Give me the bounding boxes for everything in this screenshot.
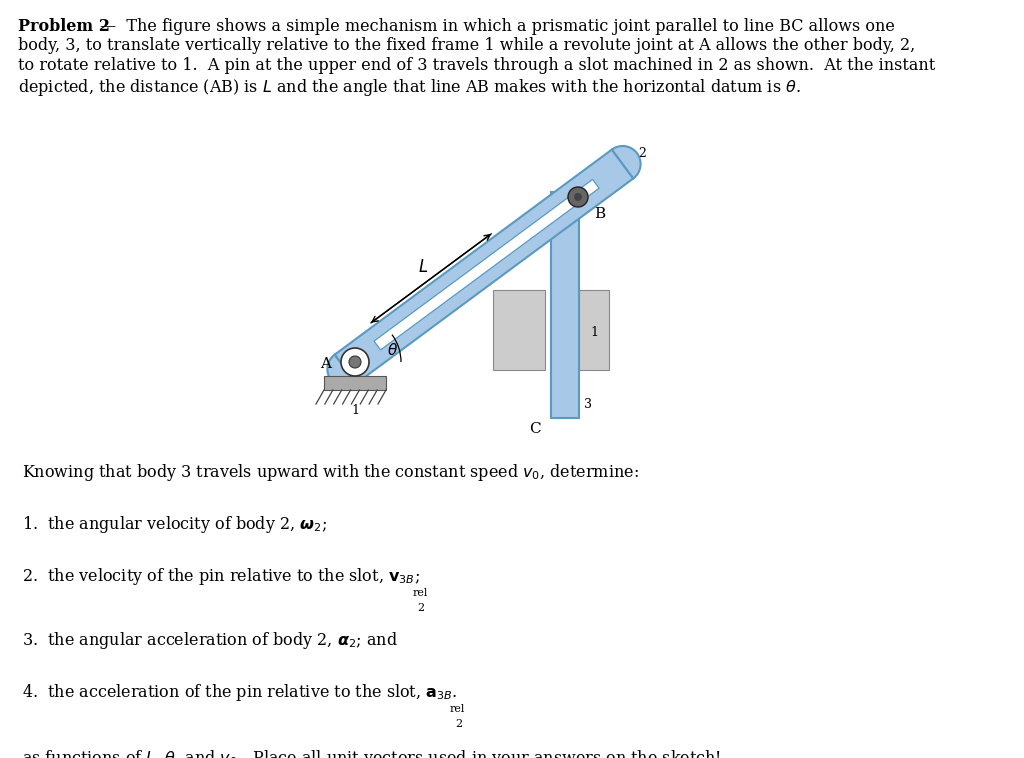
Polygon shape	[335, 149, 633, 384]
Text: Knowing that body 3 travels upward with the constant speed $v_0$, determine:: Knowing that body 3 travels upward with …	[22, 462, 639, 483]
Circle shape	[568, 187, 588, 207]
Text: rel: rel	[450, 704, 465, 714]
Text: 2: 2	[417, 603, 424, 613]
Circle shape	[341, 348, 369, 376]
Text: $\theta$: $\theta$	[387, 342, 398, 358]
Bar	[579, 290, 609, 370]
Circle shape	[574, 193, 582, 201]
Text: C: C	[529, 422, 541, 436]
Text: Problem 2: Problem 2	[18, 18, 110, 35]
Text: body, 3, to translate vertically relative to the fixed frame 1 while a revolute : body, 3, to translate vertically relativ…	[18, 37, 915, 55]
Polygon shape	[374, 180, 599, 350]
Text: to rotate relative to 1.  A pin at the upper end of 3 travels through a slot mac: to rotate relative to 1. A pin at the up…	[18, 57, 935, 74]
Text: 2: 2	[455, 719, 462, 729]
Text: 1.  the angular velocity of body 2, $\boldsymbol{\omega}_2$;: 1. the angular velocity of body 2, $\bol…	[22, 514, 327, 535]
Text: $L$: $L$	[418, 258, 428, 276]
Text: rel: rel	[413, 588, 428, 598]
Text: 2.  the velocity of the pin relative to the slot, $\mathbf{v}_{3B}$;: 2. the velocity of the pin relative to t…	[22, 566, 420, 587]
Text: 4.  the acceleration of the pin relative to the slot, $\mathbf{a}_{3B}$.: 4. the acceleration of the pin relative …	[22, 682, 458, 703]
Text: B: B	[594, 207, 605, 221]
Text: —  The figure shows a simple mechanism in which a prismatic joint parallel to li: — The figure shows a simple mechanism in…	[100, 18, 895, 35]
Text: 3: 3	[584, 398, 592, 411]
Text: 1: 1	[351, 404, 359, 417]
Text: 3.  the angular acceleration of body 2, $\boldsymbol{\alpha}_2$; and: 3. the angular acceleration of body 2, $…	[22, 630, 397, 651]
Bar	[324, 376, 386, 390]
Text: depicted, the distance (AB) is $L$ and the angle that line AB makes with the hor: depicted, the distance (AB) is $L$ and t…	[18, 77, 801, 98]
Bar	[551, 192, 579, 418]
Text: A: A	[319, 357, 331, 371]
Circle shape	[349, 356, 361, 368]
Wedge shape	[328, 355, 356, 387]
Bar	[493, 290, 545, 370]
Text: 1: 1	[590, 325, 598, 339]
Wedge shape	[612, 146, 641, 178]
Text: 2: 2	[638, 146, 645, 160]
Text: as functions of $L$, $\theta$, and $v_0$.  Place all unit vectors used in your a: as functions of $L$, $\theta$, and $v_0$…	[22, 748, 721, 758]
